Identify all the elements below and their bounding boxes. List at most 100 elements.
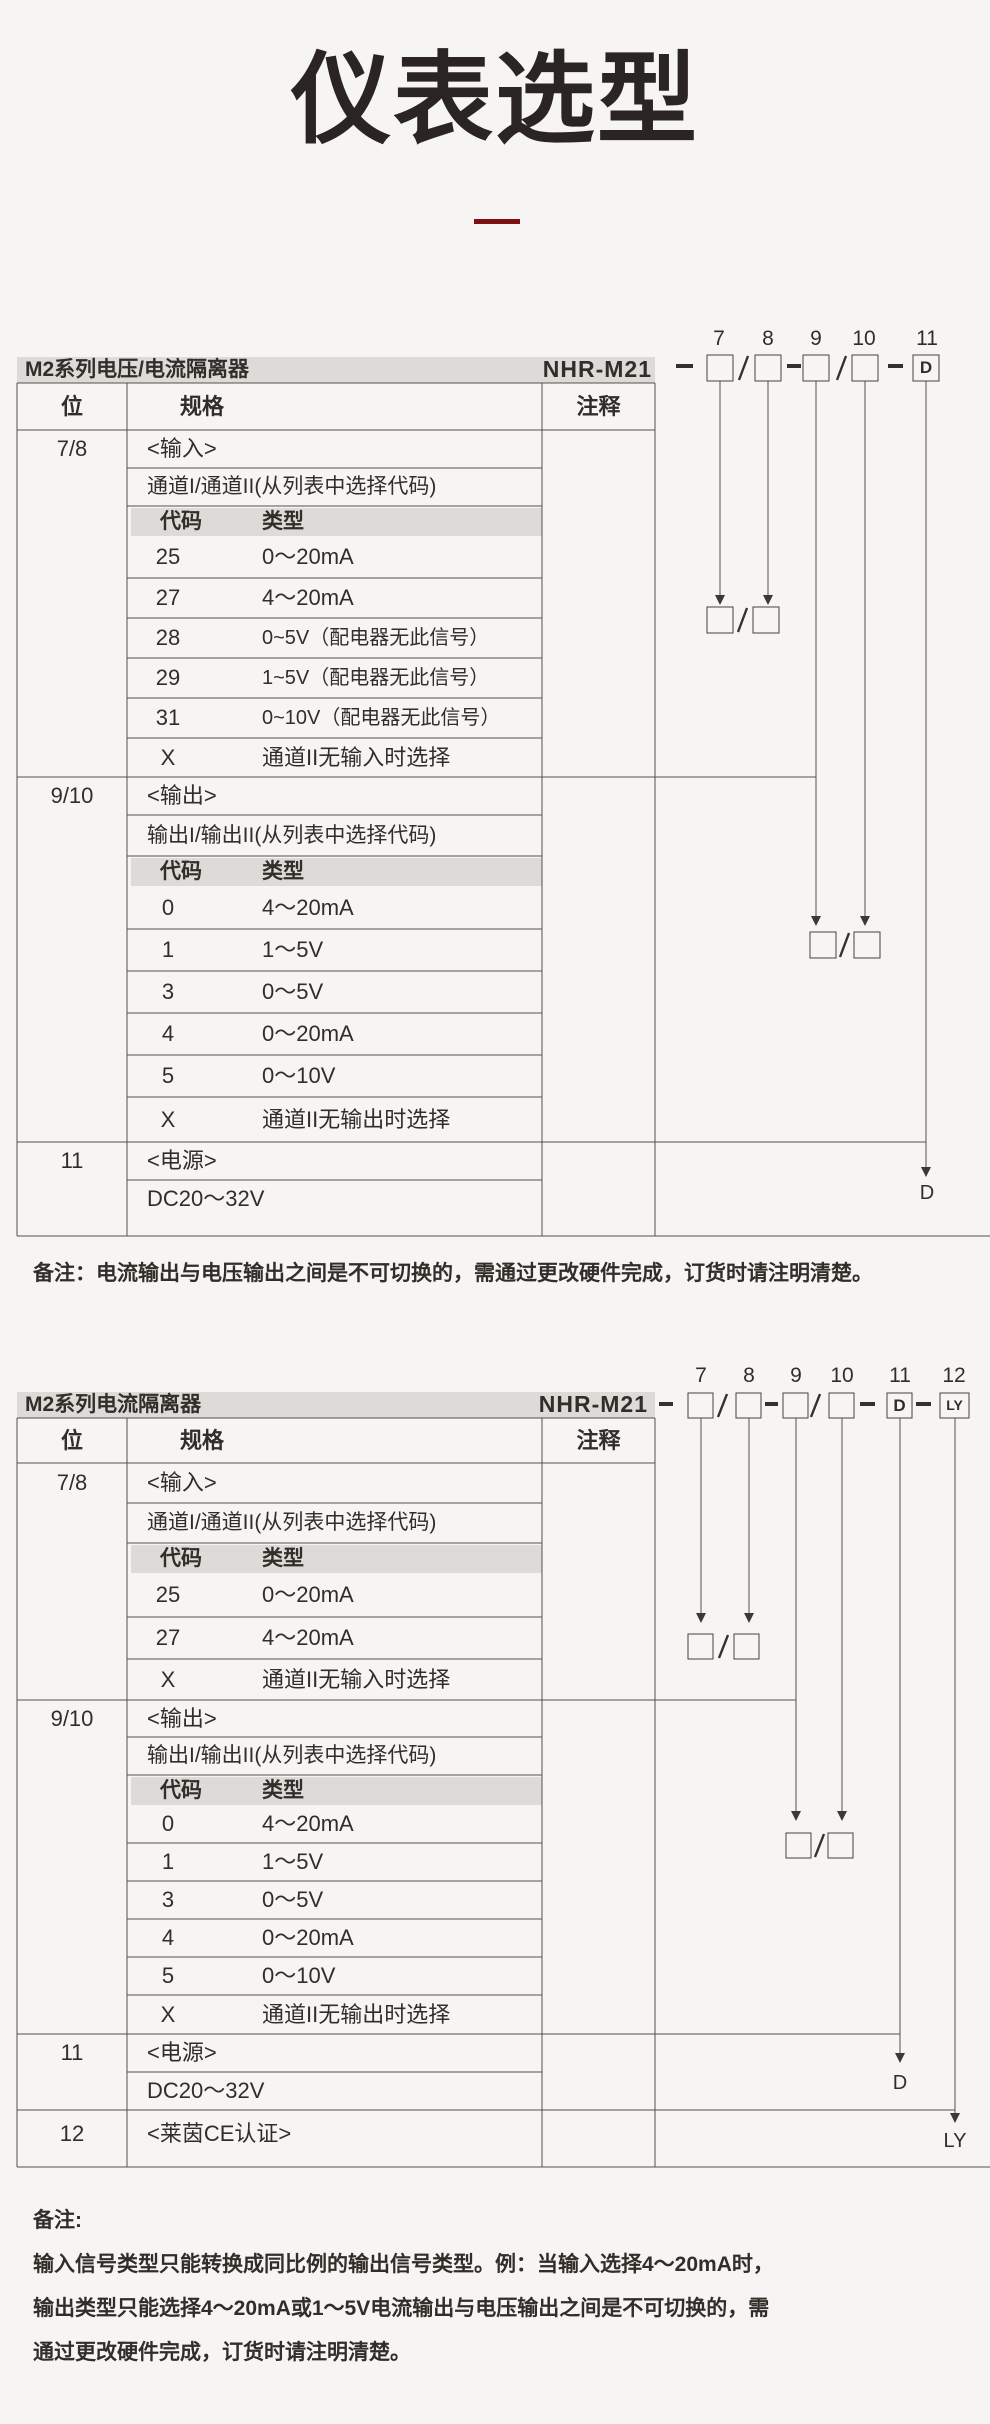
table2-power-value: DC20～32V	[147, 2078, 265, 2103]
table1-code-result-d: D	[919, 1182, 935, 1204]
table1-input-subtitle: 通道I/通道II(从列表中选择代码)	[147, 475, 437, 498]
table2-remark-line2: 输出类型只能选择4～20mA或1～5V电流输出与电压输出之间是不可切换的，需	[33, 2297, 770, 2320]
table2-output-subtitle: 输出I/输出II(从列表中选择代码)	[147, 1744, 437, 1767]
table2-code-result-d: D	[892, 2072, 908, 2094]
table1-model-code: NHR-M21	[542, 356, 652, 382]
table2-series-title: M2系列电流隔离器	[25, 1393, 202, 1416]
table1-col-header-spec: 规格	[180, 394, 225, 419]
page-title: 仪表选型	[291, 44, 699, 156]
table-row: 4	[161, 1925, 175, 1950]
table-row: 0～20mA	[262, 1021, 354, 1046]
table1-remark: 备注：电流输出与电压输出之间是不可切换的，需通过更改硬件完成，订货时请注明清楚。	[33, 1262, 873, 1285]
table-row: 25	[155, 1582, 181, 1607]
table-row: 1	[161, 1849, 175, 1874]
table-row: 1~5V（配电器无此信号）	[262, 667, 490, 689]
table1-digit-11: 11	[916, 327, 938, 350]
table1-digit-9: 9	[810, 327, 822, 350]
table1-input-type-header: 类型	[262, 510, 304, 533]
table2-digit-10: 10	[830, 1364, 854, 1387]
table1-output-code-header: 代码	[160, 860, 202, 883]
table2-input-subtitle: 通道I/通道II(从列表中选择代码)	[147, 1511, 437, 1534]
table2-code-box-d: D	[893, 1396, 906, 1415]
table2-code-result-ly: LY	[943, 2130, 967, 2152]
table-row: 5	[161, 1963, 175, 1988]
table2-input-code-header: 代码	[160, 1547, 202, 1570]
table-row: 通道II无输出时选择	[262, 2002, 451, 2027]
table-row: 0～20mA	[262, 1925, 354, 1950]
table2-input-type-header: 类型	[262, 1547, 304, 1570]
table1-input-pos: 7/8	[56, 436, 88, 461]
table-row: 0～20mA	[262, 1582, 354, 1607]
table-row: 3	[161, 1887, 175, 1912]
table-row: 28	[155, 625, 181, 650]
table-row: 通道II无输入时选择	[262, 745, 451, 770]
table2-digit-9: 9	[790, 1364, 802, 1387]
table2-power-title: <电源>	[147, 2040, 217, 2065]
table-row: 4～20mA	[262, 585, 354, 610]
table1-digit-7: 7	[713, 327, 725, 350]
table2-output-title: <输出>	[147, 1706, 217, 1731]
table1-digit-10: 10	[852, 327, 876, 350]
table-row: X	[160, 2002, 176, 2027]
table-row: 0	[161, 1811, 175, 1836]
table1-power-value: DC20～32V	[147, 1186, 265, 1211]
table2-output-code-header: 代码	[160, 1779, 202, 1802]
table-row: 0～10V	[262, 1063, 336, 1088]
table2-power-pos: 11	[60, 2040, 84, 2065]
table-row: 27	[155, 585, 181, 610]
table2-ce-pos: 12	[59, 2121, 85, 2146]
table-row: 31	[155, 705, 181, 730]
table2-output-pos: 9/10	[50, 1706, 94, 1731]
table-row: 0	[161, 895, 175, 920]
table-row: 0～20mA	[262, 544, 354, 569]
table-row: 通道II无输出时选择	[262, 1107, 451, 1132]
table1-series-title: M2系列电压/电流隔离器	[25, 358, 250, 381]
table1-input-code-header: 代码	[160, 510, 202, 533]
table-row: X	[160, 1107, 176, 1132]
table-row: 0～5V	[262, 1887, 324, 1912]
table2-digit-12: 12	[942, 1364, 966, 1387]
table-row: 3	[161, 979, 175, 1004]
table2-remark-line1: 输入信号类型只能转换成同比例的输出信号类型。例：当输入选择4～20mA时，	[33, 2253, 774, 2276]
table1-output-title: <输出>	[147, 783, 217, 808]
table-row: 0~10V（配电器无此信号）	[262, 707, 501, 729]
table-row: 1～5V	[262, 937, 324, 962]
table1-col-header-note: 注释	[576, 394, 621, 419]
table1-digit-8: 8	[762, 327, 774, 350]
table1-output-pos: 9/10	[50, 783, 94, 808]
table2-remark-line3: 通过更改硬件完成，订货时请注明清楚。	[33, 2341, 411, 2364]
table-row: X	[160, 1667, 176, 1692]
table1-output-subtitle: 输出I/输出II(从列表中选择代码)	[147, 824, 437, 847]
table-row: 4～20mA	[262, 1625, 354, 1650]
table-row: 0～5V	[262, 979, 324, 1004]
table2-digit-7: 7	[695, 1364, 707, 1387]
table2-code-box-ly: LY	[946, 1397, 963, 1413]
table2-digit-11: 11	[889, 1364, 911, 1387]
table-row: 25	[155, 544, 181, 569]
table-row: 27	[155, 1625, 181, 1650]
table-row: 1～5V	[262, 1849, 324, 1874]
table1-power-title: <电源>	[147, 1148, 217, 1173]
table1-col-header-pos: 位	[60, 394, 83, 419]
title-accent-dash	[474, 219, 520, 224]
table2-col-header-note: 注释	[576, 1428, 621, 1453]
table-row: 1	[161, 937, 175, 962]
table2-input-title: <输入>	[147, 1470, 217, 1495]
table-row: 通道II无输入时选择	[262, 1667, 451, 1692]
table-row: 4～20mA	[262, 1811, 354, 1836]
table1-output-type-header: 类型	[262, 860, 304, 883]
table2-ce-title: <莱茵CE认证>	[147, 2121, 292, 2146]
table2-model-code: NHR-M21	[538, 1391, 648, 1417]
table-row: 0～10V	[262, 1963, 336, 1988]
table2-remark-label: 备注:	[33, 2209, 82, 2232]
table1-code-box-d: D	[919, 358, 933, 377]
table1-input-title: <输入>	[147, 436, 217, 461]
table-row: 29	[155, 665, 181, 690]
table-row: 0~5V（配电器无此信号）	[262, 627, 490, 649]
table2-input-pos: 7/8	[56, 1470, 88, 1495]
table2-digit-8: 8	[743, 1364, 755, 1387]
table2-col-header-pos: 位	[60, 1428, 83, 1453]
table2-output-type-header: 类型	[262, 1779, 304, 1802]
